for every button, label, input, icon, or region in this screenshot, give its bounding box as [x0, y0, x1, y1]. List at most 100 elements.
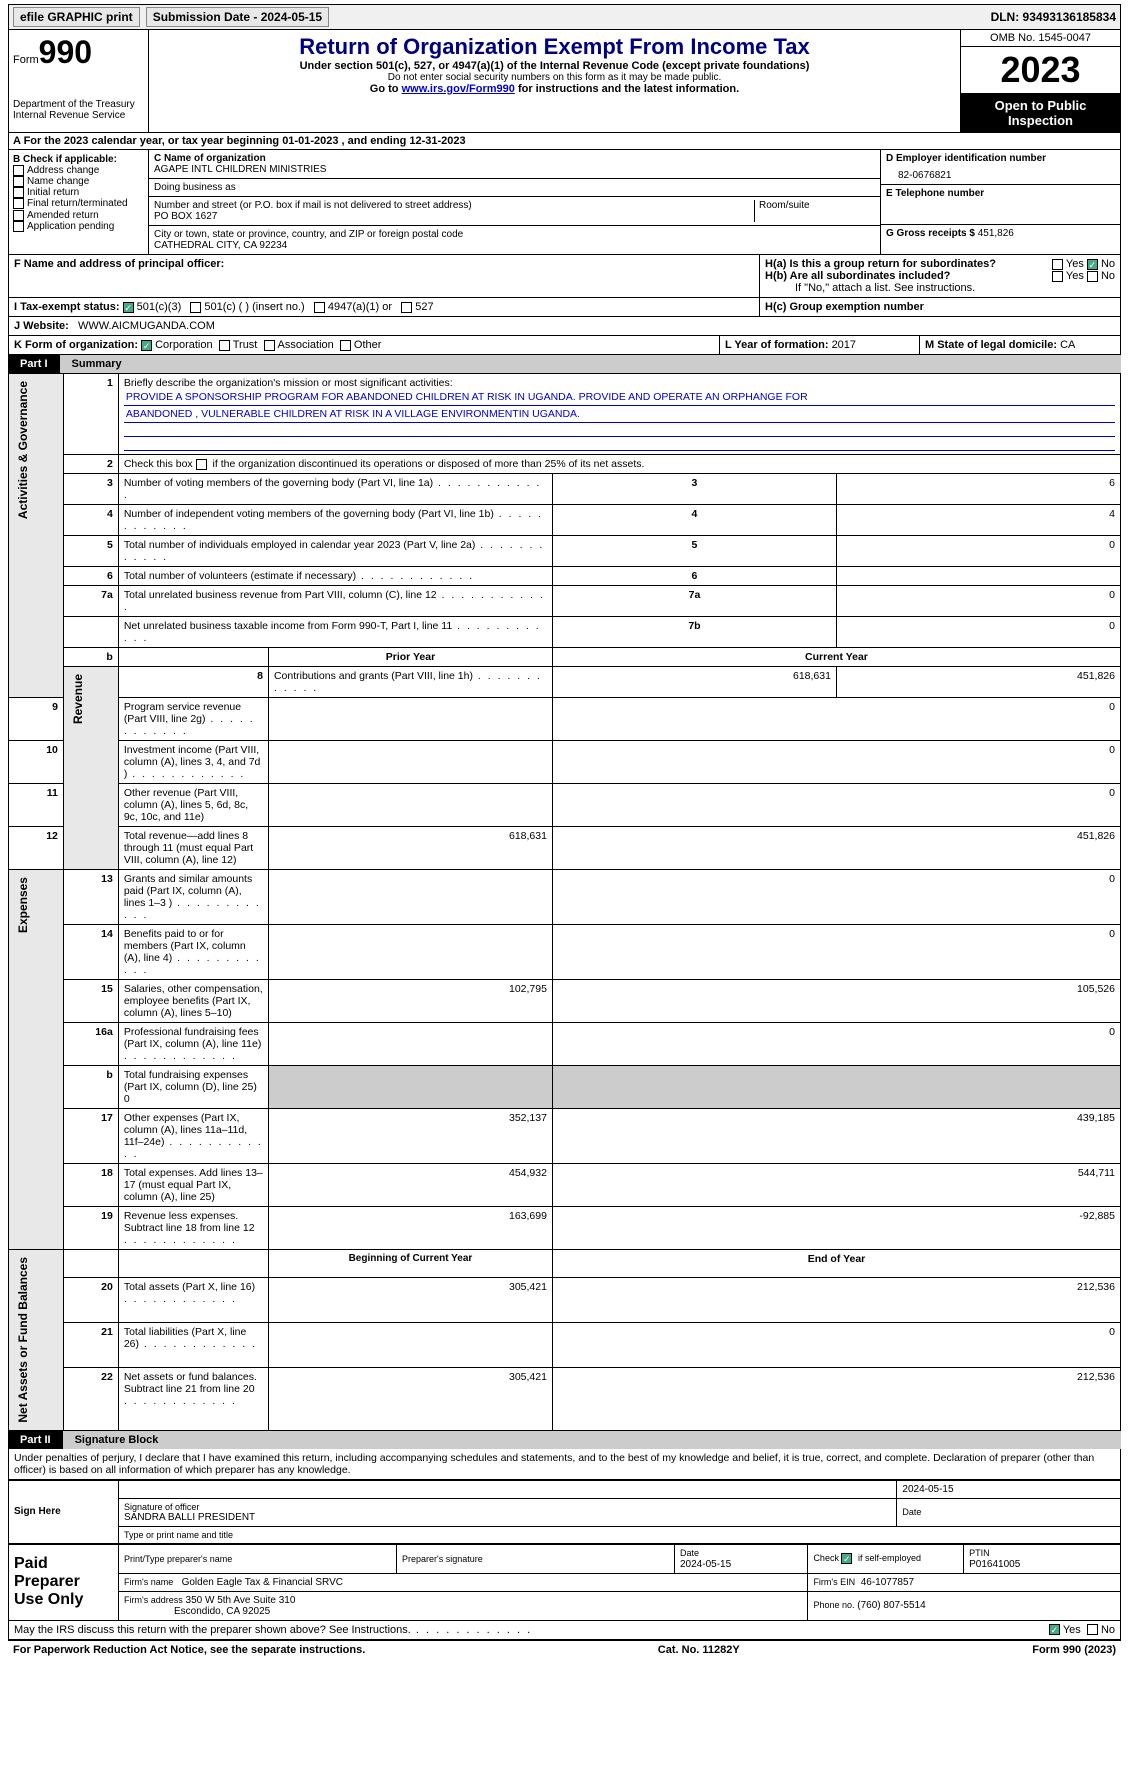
i-label: I Tax-exempt status:	[14, 301, 120, 313]
r8-text: Contributions and grants (Part VIII, lin…	[268, 667, 552, 698]
r9-text: Program service revenue (Part VIII, line…	[118, 698, 268, 741]
sig-officer-label: Signature of officer	[124, 1502, 891, 1512]
r8-prior: 618,631	[552, 667, 836, 698]
chk-association[interactable]	[264, 340, 275, 351]
sign-date: 2024-05-15	[902, 1484, 953, 1495]
firm-addr1: 350 W 5th Ave Suite 310	[186, 1595, 296, 1606]
d-ein-label: D Employer identification number	[886, 153, 1115, 164]
chk-discontinued[interactable]	[196, 459, 207, 470]
r3-val: 6	[836, 474, 1120, 505]
chk-self-employed[interactable]	[841, 1553, 852, 1564]
c-street: PO BOX 1627	[154, 211, 750, 222]
f-label: F Name and address of principal officer:	[14, 258, 224, 270]
prep-date: 2024-05-15	[680, 1559, 731, 1570]
r13-text: Grants and similar amounts paid (Part IX…	[118, 870, 268, 925]
r15-text: Salaries, other compensation, employee b…	[118, 980, 268, 1023]
j-website: WWW.AICMUGANDA.COM	[78, 320, 215, 332]
c-city: CATHEDRAL CITY, CA 92234	[154, 240, 875, 251]
r12-text: Total revenue—add lines 8 through 11 (mu…	[118, 827, 268, 870]
irs-label: Internal Revenue Service	[13, 110, 144, 121]
r14-text: Benefits paid to or for members (Part IX…	[118, 925, 268, 980]
r22-text: Net assets or fund balances. Subtract li…	[118, 1367, 268, 1430]
chk-501c3[interactable]	[123, 302, 134, 313]
r3-text: Number of voting members of the governin…	[118, 474, 552, 505]
chk-4947[interactable]	[314, 302, 325, 313]
form-subtitle-1: Under section 501(c), 527, or 4947(a)(1)…	[153, 60, 956, 72]
efile-print-button[interactable]: efile GRAPHIC print	[13, 7, 140, 27]
firm-phone: (760) 807-5514	[857, 1600, 925, 1611]
r4-val: 4	[836, 505, 1120, 536]
d-ein: 82-0676821	[886, 164, 1115, 181]
form-title: Return of Organization Exempt From Incom…	[153, 34, 956, 60]
chk-corporation[interactable]	[141, 340, 152, 351]
r16b-text: Total fundraising expenses (Part IX, col…	[118, 1066, 268, 1109]
chk-hb-yes[interactable]	[1052, 271, 1063, 282]
firm-ein: 46-1077857	[861, 1577, 914, 1588]
chk-final-return[interactable]	[13, 198, 24, 209]
chk-initial-return[interactable]	[13, 187, 24, 198]
mission-line-1: PROVIDE A SPONSORSHIP PROGRAM FOR ABANDO…	[124, 389, 1115, 406]
mission-line-3	[124, 423, 1115, 437]
r7a-val: 0	[836, 586, 1120, 617]
row-a-tax-year: A For the 2023 calendar year, or tax yea…	[8, 133, 1121, 150]
chk-501c[interactable]	[190, 302, 201, 313]
m-value: CA	[1060, 339, 1075, 351]
chk-hb-no[interactable]	[1087, 271, 1098, 282]
r5-val: 0	[836, 536, 1120, 567]
r7b-val: 0	[836, 617, 1120, 648]
c-city-label: City or town, state or province, country…	[154, 229, 875, 240]
c-street-label: Number and street (or P.O. box if mail i…	[154, 200, 750, 211]
chk-address-change[interactable]	[13, 165, 24, 176]
prep-sig-label: Preparer's signature	[397, 1544, 675, 1573]
form-number: 990	[39, 34, 92, 70]
side-net: Net Assets or Fund Balances	[14, 1253, 32, 1427]
r2-text-2: if the organization discontinued its ope…	[210, 458, 645, 470]
col-b-header: B Check if applicable:	[13, 154, 144, 165]
r17-text: Other expenses (Part IX, column (A), lin…	[118, 1109, 268, 1164]
r16a-text: Professional fundraising fees (Part IX, …	[118, 1023, 268, 1066]
r10-text: Investment income (Part VIII, column (A)…	[118, 741, 268, 784]
l-label: L Year of formation:	[725, 339, 832, 351]
sig-date-label: Date	[902, 1507, 1115, 1517]
r8-curr: 451,826	[836, 667, 1120, 698]
chk-other[interactable]	[340, 340, 351, 351]
chk-527[interactable]	[401, 302, 412, 313]
chk-amended-return[interactable]	[13, 210, 24, 221]
side-expenses: Expenses	[14, 873, 32, 937]
k-label: K Form of organization:	[14, 339, 138, 351]
dln-label: DLN: 93493136185834	[991, 10, 1116, 24]
part1-num: Part I	[8, 355, 60, 373]
m-label: M State of legal domicile:	[925, 339, 1060, 351]
topbar: efile GRAPHIC print Submission Date - 20…	[8, 4, 1121, 30]
r19-text: Revenue less expenses. Subtract line 18 …	[118, 1207, 268, 1250]
chk-app-pending[interactable]	[13, 221, 24, 232]
footer-cat: Cat. No. 11282Y	[658, 1644, 740, 1656]
hdr-end: End of Year	[552, 1250, 1120, 1278]
r5-text: Total number of individuals employed in …	[118, 536, 552, 567]
chk-ha-no[interactable]	[1087, 259, 1098, 270]
g-gross-value: 451,826	[978, 228, 1014, 239]
type-name-label: Type or print name and title	[119, 1526, 1121, 1543]
chk-trust[interactable]	[219, 340, 230, 351]
d-tel-label: E Telephone number	[886, 188, 1115, 199]
r20-text: Total assets (Part X, line 16)	[118, 1277, 268, 1322]
footer-form: Form 990 (2023)	[1032, 1644, 1116, 1656]
irs-link[interactable]: www.irs.gov/Form990	[402, 83, 515, 95]
c-name-label: C Name of organization	[154, 153, 875, 164]
footer-left: For Paperwork Reduction Act Notice, see …	[13, 1644, 365, 1656]
r6-val	[836, 567, 1120, 586]
chk-discuss-no[interactable]	[1087, 1624, 1098, 1635]
r7b-text: Net unrelated business taxable income fr…	[118, 617, 552, 648]
tax-year: 2023	[961, 47, 1120, 94]
goto-suffix: for instructions and the latest informat…	[518, 83, 739, 95]
chk-discuss-yes[interactable]	[1049, 1624, 1060, 1635]
c-room-label: Room/suite	[755, 200, 875, 222]
chk-ha-yes[interactable]	[1052, 259, 1063, 270]
l-value: 2017	[832, 339, 856, 351]
submission-date-button[interactable]: Submission Date - 2024-05-15	[146, 7, 329, 27]
r2-text: Check this box	[124, 458, 196, 470]
open-public-badge: Open to Public Inspection	[961, 94, 1120, 132]
dept-label: Department of the Treasury	[13, 99, 144, 110]
chk-name-change[interactable]	[13, 176, 24, 187]
r6-text: Total number of volunteers (estimate if …	[118, 567, 552, 586]
